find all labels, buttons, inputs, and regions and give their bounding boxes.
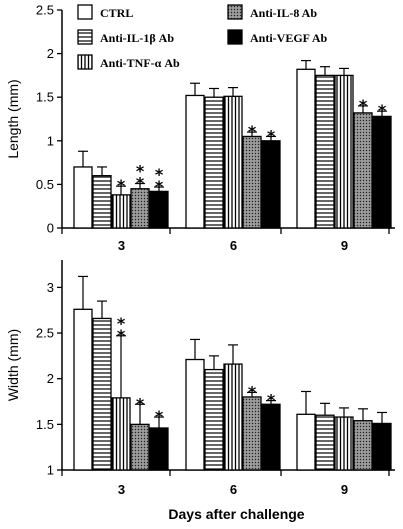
bar: [149, 427, 169, 471]
significance-star: *: [117, 314, 126, 333]
bar: [111, 194, 131, 229]
bar: [334, 74, 354, 229]
bar: [242, 135, 262, 229]
bar: [92, 317, 112, 471]
bar: [372, 422, 392, 471]
bar: [149, 190, 169, 229]
legend-swatch: [77, 4, 93, 20]
x-tick-label: 9: [341, 238, 348, 253]
legend-label: Anti-TNF-α Ab: [100, 56, 180, 70]
bar: [73, 166, 93, 229]
bar: [261, 403, 281, 471]
significance-star: *: [267, 391, 276, 410]
significance-star: *: [136, 174, 145, 193]
bar: [242, 396, 262, 471]
significance-star: *: [378, 101, 387, 120]
y-tick-label: 0: [47, 221, 54, 236]
bar: [111, 397, 131, 471]
y-tick-label: 2.5: [36, 3, 54, 18]
significance-star: *: [136, 162, 145, 181]
y-tick-label: 3: [47, 280, 54, 295]
y-tick-label: 2: [47, 371, 54, 386]
legend-label: Anti-IL-1β Ab: [100, 31, 174, 45]
legend-label: CTRL: [100, 6, 133, 20]
bar: [372, 115, 392, 229]
x-axis-label: Days after challenge: [168, 506, 304, 522]
y-tick-label: 1.5: [36, 90, 54, 105]
bar: [185, 94, 205, 229]
significance-star: *: [155, 165, 164, 184]
legend-swatch: [227, 4, 243, 20]
x-tick-label: 6: [230, 238, 237, 253]
significance-star: *: [267, 126, 276, 145]
y-tick-label: 1: [47, 133, 54, 148]
bar: [130, 423, 150, 471]
significance-star: *: [359, 96, 368, 115]
bar: [204, 368, 224, 471]
y-tick-label: 1.5: [36, 417, 54, 432]
y-tick-label: 2.5: [36, 326, 54, 341]
significance-star: *: [155, 407, 164, 426]
x-tick-label: 3: [118, 238, 125, 253]
bar: [73, 308, 93, 471]
x-tick-label: 6: [230, 482, 237, 497]
bar: [296, 413, 316, 471]
bar: [204, 96, 224, 229]
bar: [296, 68, 316, 229]
significance-star: *: [117, 176, 126, 195]
legend-swatch: [227, 29, 243, 45]
bar: [261, 140, 281, 229]
bar: [223, 95, 243, 229]
significance-star: *: [155, 177, 164, 196]
significance-star: *: [248, 382, 257, 401]
bar: [185, 358, 205, 471]
legend-label: Anti-VEGF Ab: [250, 31, 328, 45]
y-tick-label: 2: [47, 46, 54, 61]
legend-swatch: [77, 29, 93, 45]
legend-label: Anti-IL-8 Ab: [250, 6, 317, 20]
legend-swatch: [77, 54, 93, 70]
significance-star: *: [248, 122, 257, 141]
legend: CTRL Anti-IL-1β Ab Anti-TNF-α Ab Anti-IL-8 …: [77, 4, 328, 70]
y-tick-label: 0.5: [36, 177, 54, 192]
significance-star: *: [136, 394, 145, 413]
bar: [315, 74, 335, 229]
bar: [92, 175, 112, 229]
bar: [334, 416, 354, 471]
bar: [223, 363, 243, 471]
y-tick-label: 1: [47, 463, 54, 478]
bar: [315, 414, 335, 471]
bar: [353, 420, 373, 471]
y-axis-label: Length (mm): [5, 79, 21, 158]
x-tick-label: 3: [118, 482, 125, 497]
y-axis-label: Width (mm): [5, 329, 21, 401]
bar: [130, 188, 150, 229]
bar: [353, 112, 373, 229]
significance-star: *: [117, 326, 126, 345]
x-tick-label: 9: [341, 482, 348, 497]
